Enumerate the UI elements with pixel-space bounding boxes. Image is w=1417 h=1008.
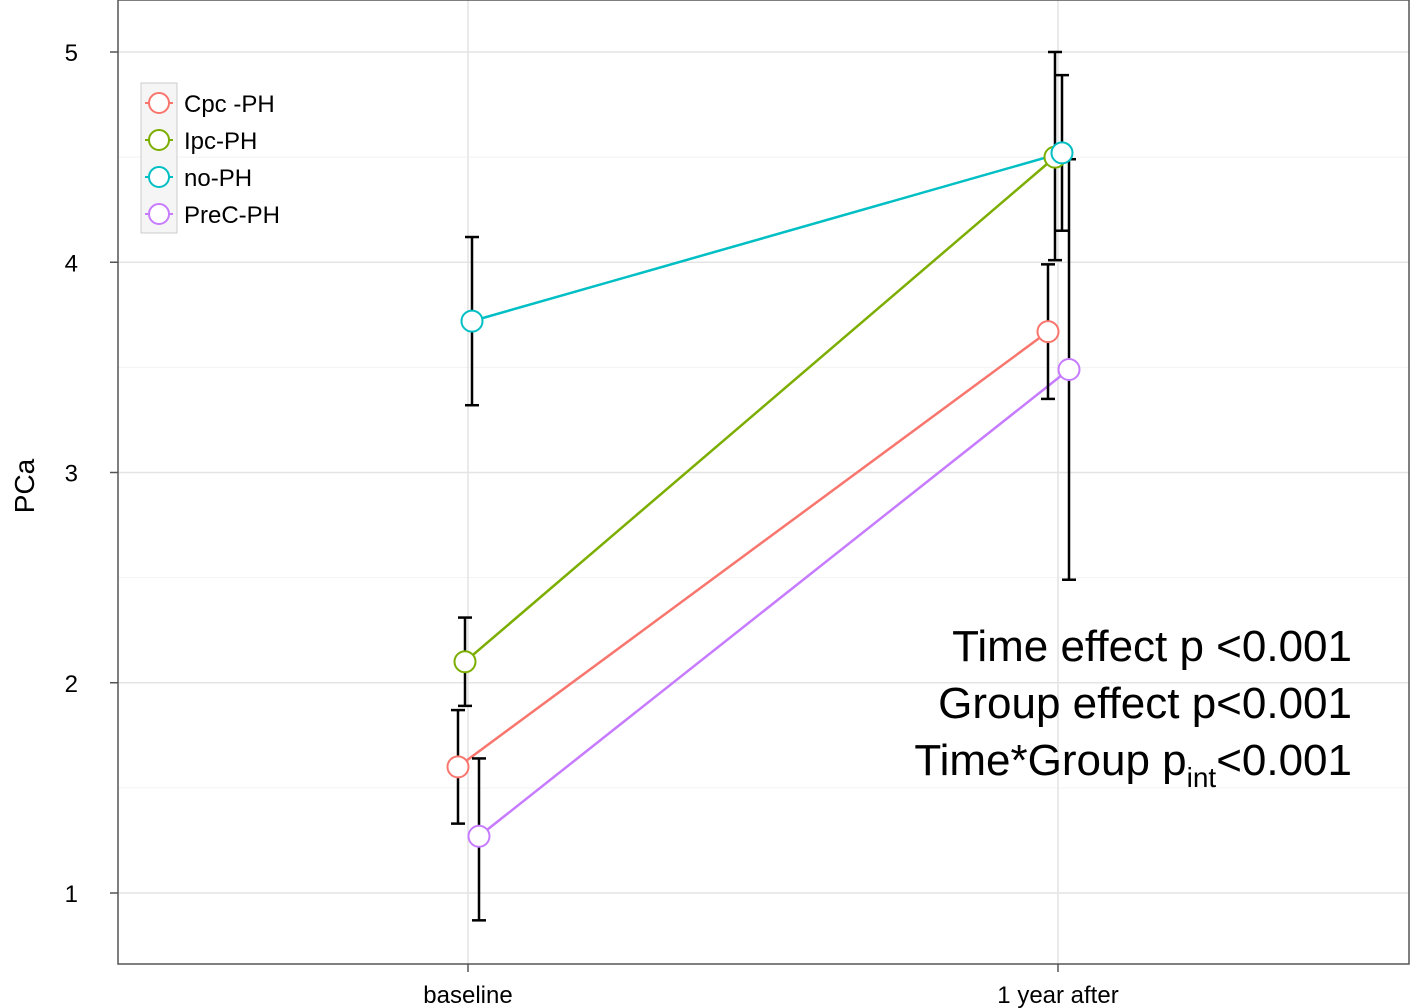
- annotation-interaction-suffix: <0.001: [1216, 736, 1352, 785]
- x-tick-label-0: baseline: [423, 982, 512, 1008]
- plot-border: [117, 0, 1410, 965]
- legend-key-marker-3: [148, 203, 170, 225]
- series-line-2: [471, 151, 1063, 323]
- series-line-0: [457, 330, 1049, 768]
- legend-label-1: Ipc-PH: [184, 128, 257, 155]
- series-line-3: [478, 368, 1070, 838]
- legend-label-3: PreC-PH: [184, 202, 280, 229]
- legend-label-2: no-PH: [184, 165, 252, 192]
- y-tick-label-5: 5: [65, 40, 78, 67]
- data-point-3-1: [1057, 357, 1081, 381]
- legend-label-0: Cpc -PH: [184, 91, 275, 118]
- legend-key-marker-2: [148, 166, 170, 188]
- annotation-interaction-subscript: int: [1187, 762, 1217, 793]
- annotation-interaction-prefix: Time*Group p: [914, 736, 1186, 785]
- annotation-interaction: Time*Group pint<0.001: [914, 736, 1352, 793]
- data-point-2-0: [460, 309, 484, 333]
- plot-background: [118, 0, 1409, 964]
- annotation-group-effect: Group effect p<0.001: [938, 679, 1352, 728]
- annotations: Time effect p <0.001 Group effect p<0.00…: [914, 622, 1352, 793]
- y-tick-label-4: 4: [65, 250, 78, 277]
- data-point-3-0: [467, 824, 491, 848]
- data-point-1-0: [453, 650, 477, 674]
- data-point-0-0: [446, 755, 470, 779]
- series-line-1: [464, 156, 1056, 663]
- x-axis: baseline 1 year after: [423, 964, 1119, 1008]
- annotation-time-effect: Time effect p <0.001: [952, 622, 1352, 671]
- legend-key-marker-1: [148, 129, 170, 151]
- x-tick-label-1: 1 year after: [997, 982, 1118, 1008]
- data-point-2-1: [1050, 141, 1074, 165]
- y-axis: 1 2 3 4 5: [65, 40, 118, 908]
- legend: Cpc -PH Ipc-PH no-PH PreC-PH: [140, 82, 280, 234]
- y-tick-label-3: 3: [65, 461, 78, 488]
- y-axis-title: PCa: [9, 458, 40, 513]
- y-tick-label-2: 2: [65, 671, 78, 698]
- y-tick-label-1: 1: [65, 881, 78, 908]
- data-point-0-1: [1036, 320, 1060, 344]
- series-layer: [446, 50, 1081, 922]
- legend-key-marker-0: [148, 92, 170, 114]
